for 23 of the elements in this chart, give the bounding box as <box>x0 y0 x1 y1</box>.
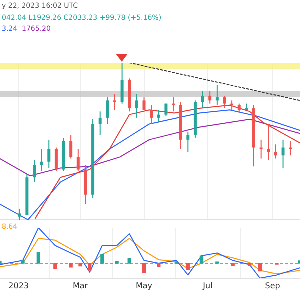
bar <box>78 263 82 267</box>
bar <box>142 263 146 274</box>
bar <box>248 263 252 266</box>
x-tick-label: Mar <box>72 281 89 290</box>
bar <box>69 263 73 268</box>
bar <box>54 263 58 270</box>
bar <box>21 260 25 264</box>
bar <box>231 263 235 266</box>
bar <box>186 263 190 270</box>
bar <box>157 263 161 268</box>
bar <box>258 263 262 272</box>
bar <box>115 261 119 264</box>
bar <box>128 258 132 264</box>
candlestick <box>267 124 270 160</box>
bar <box>200 256 204 264</box>
x-tick-label: May <box>136 281 153 290</box>
candlestick <box>260 140 263 159</box>
bar <box>88 263 92 271</box>
bar <box>100 254 104 264</box>
x-tick-label: Sep <box>265 281 280 290</box>
bar <box>36 252 41 264</box>
x-tick-label: 2023 <box>8 281 29 290</box>
x-tick-label: Jul <box>202 281 213 290</box>
